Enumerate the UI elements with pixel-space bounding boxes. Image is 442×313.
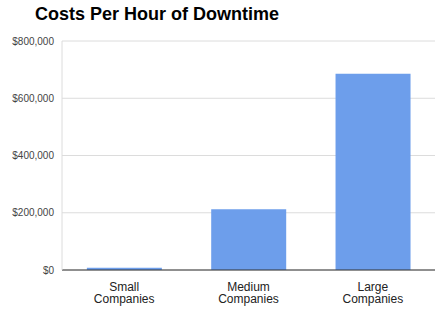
svg-text:$400,000: $400,000 [12, 150, 54, 161]
html-text:Costs Per Hour of Downtime: Costs Per Hour of Downtime [35, 4, 279, 24]
svg-text:$600,000: $600,000 [12, 93, 54, 104]
svg-text:LargeCompanies: LargeCompanies [342, 280, 403, 306]
svg-text:SmallCompanies: SmallCompanies [94, 280, 155, 306]
svg-text:$0: $0 [43, 265, 55, 276]
svg-text:$800,000: $800,000 [12, 36, 54, 47]
svg-text:MediumCompanies: MediumCompanies [218, 280, 279, 306]
svg-text:$200,000: $200,000 [12, 207, 54, 218]
